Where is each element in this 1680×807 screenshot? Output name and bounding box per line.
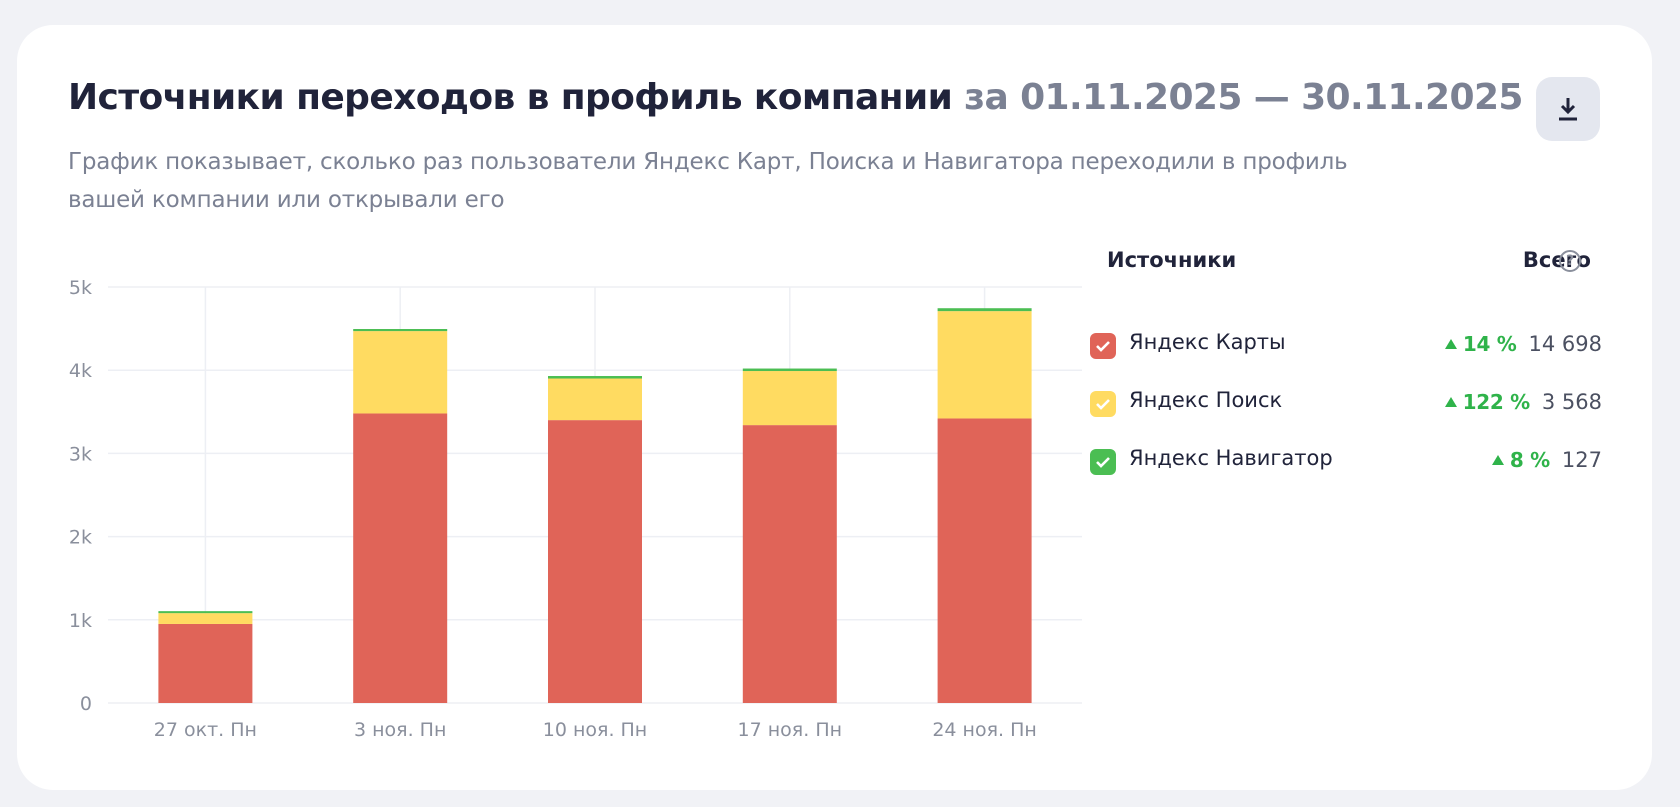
bar-segment (742, 368, 837, 372)
y-tick-label: 1k (69, 610, 92, 632)
bar-segment (937, 308, 1032, 312)
download-icon (1559, 98, 1577, 121)
x-tick-label: 17 ноя. Пн (738, 719, 842, 741)
chart-description: График показывает, сколько раз пользоват… (68, 149, 1348, 213)
change-percent: 8 % (1509, 448, 1550, 472)
y-tick-label: 0 (80, 693, 92, 715)
bar-segment (742, 371, 837, 426)
check-icon (1096, 341, 1110, 352)
checkbox-yandex-search[interactable] (1090, 391, 1116, 417)
page-title: Источники переходов в профиль компании з… (68, 77, 1523, 118)
help-icon[interactable]: ? (1559, 250, 1581, 272)
total-value: 14 698 (1528, 332, 1602, 356)
bar-segment (158, 611, 253, 614)
legend-label: Яндекс Карты (1129, 330, 1286, 354)
y-tick-label: 3k (69, 443, 92, 465)
x-tick-label: 3 ноя. Пн (354, 719, 446, 741)
bar-segment (548, 420, 642, 703)
bar-segment (548, 376, 642, 379)
y-tick-label: 2k (69, 527, 92, 549)
bar-segment (937, 311, 1032, 419)
total-value: 127 (1561, 448, 1602, 472)
trend-up-icon (1444, 397, 1457, 407)
legend-item-yandex-search[interactable]: Яндекс Поиск 122 % 3 568 (1090, 386, 1602, 420)
period-text: за 01.11.2025 — 30.11.2025 (964, 77, 1523, 118)
x-tick-label: 27 окт. Пн (154, 719, 257, 741)
legend-item-yandex-navigator[interactable]: Яндекс Навигатор 8 % 127 (1090, 444, 1602, 478)
bar-segment (353, 413, 448, 703)
title-text: Источники переходов в профиль компании (68, 77, 953, 118)
bar-segment (937, 418, 1032, 703)
check-icon (1096, 457, 1110, 468)
bar-segment (158, 613, 253, 624)
trend-up-icon (1444, 339, 1457, 349)
bar-segment (548, 378, 642, 421)
bar-segment (353, 331, 448, 414)
legend-label: Яндекс Поиск (1129, 388, 1283, 412)
bar-segment (158, 623, 253, 703)
checkbox-yandex-navigator[interactable] (1090, 449, 1116, 475)
y-tick-label: 4k (69, 360, 92, 382)
checkbox-yandex-maps[interactable] (1090, 333, 1116, 359)
total-value: 3 568 (1541, 390, 1602, 414)
legend-sources-header: Источники (1107, 248, 1237, 272)
trend-up-icon (1491, 455, 1504, 465)
download-button[interactable] (1536, 77, 1600, 141)
y-tick-label: 5k (69, 277, 92, 299)
legend-label: Яндекс Навигатор (1129, 446, 1333, 470)
change-percent: 14 % (1462, 332, 1517, 356)
x-tick-label: 10 ноя. Пн (543, 719, 647, 741)
bar-segment (742, 425, 837, 703)
legend-item-yandex-maps[interactable]: Яндекс Карты 14 % 14 698 (1090, 328, 1602, 362)
check-icon (1096, 399, 1110, 410)
bar-segment (353, 329, 448, 332)
change-percent: 122 % (1462, 390, 1531, 414)
x-tick-label: 24 ноя. Пн (932, 719, 1036, 741)
